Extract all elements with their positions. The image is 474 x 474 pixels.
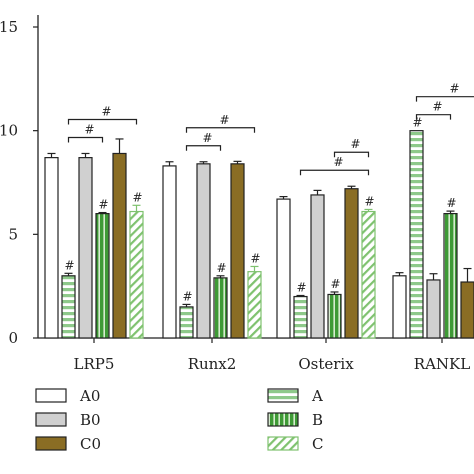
- significance-mark: #: [182, 289, 192, 303]
- legend-swatch: [35, 436, 67, 451]
- bar: [179, 306, 194, 339]
- significance-mark: #: [364, 194, 374, 208]
- comparison-bracket: [333, 151, 370, 158]
- bar: [112, 152, 127, 339]
- bar: [95, 213, 110, 339]
- bar: [310, 194, 325, 339]
- bar: [392, 275, 407, 339]
- comparison-label: #: [432, 100, 442, 114]
- legend-label: A0: [79, 387, 100, 405]
- comparison-bracket: [415, 96, 474, 102]
- y-tick-label: 5: [8, 225, 18, 243]
- bar: [344, 188, 359, 339]
- legend: A0 A B0 B C0 C: [35, 387, 323, 453]
- comparison-label: #: [84, 122, 94, 136]
- comparison-bracket: [415, 114, 452, 120]
- legend-swatch: [267, 436, 299, 451]
- bar: [129, 210, 144, 339]
- bar: [162, 165, 177, 339]
- legend-swatch: [267, 412, 299, 427]
- bar: [61, 275, 76, 339]
- significance-mark: #: [98, 198, 108, 212]
- significance-mark: #: [412, 116, 422, 130]
- comparison-bracket: [299, 169, 370, 176]
- comparison-label: #: [101, 104, 111, 118]
- significance-mark: #: [330, 277, 340, 291]
- y-tick-label: 0: [8, 329, 18, 347]
- legend-swatch: [35, 412, 67, 427]
- legend-swatch: [267, 388, 299, 403]
- significance-mark: #: [250, 251, 260, 265]
- comparison-label: #: [202, 131, 212, 145]
- annotations-layer: # # # # # # # #: [67, 82, 474, 176]
- legend-label: A: [311, 387, 323, 405]
- bar: [247, 271, 262, 339]
- bar: [230, 163, 245, 339]
- comparison-bracket: [67, 136, 104, 143]
- bars-layer: # # # # # # # # # # #: [44, 116, 474, 339]
- x-tick-label: RANKL: [414, 355, 470, 373]
- significance-mark: #: [216, 261, 226, 275]
- legend-label: B: [312, 411, 323, 429]
- legend-swatch: [35, 388, 67, 403]
- y-tick-label: 10: [0, 122, 18, 140]
- significance-mark: #: [132, 190, 142, 204]
- y-tick-label: 15: [0, 18, 18, 36]
- bar: [443, 213, 458, 339]
- axes: 0 5 10 15 LRP5 Runx2 Osterix RANKL: [0, 15, 474, 373]
- bar: [293, 295, 308, 339]
- significance-mark: #: [64, 258, 74, 272]
- comparison-label: #: [350, 137, 360, 151]
- legend-label: C0: [80, 435, 101, 453]
- comparison-bracket: [185, 145, 222, 151]
- bar: [213, 277, 228, 339]
- comparison-label: #: [333, 155, 343, 169]
- x-tick-label: Runx2: [188, 355, 237, 373]
- bar: [460, 281, 474, 339]
- bar: [78, 157, 93, 339]
- comparison-label: #: [219, 113, 229, 127]
- significance-mark: #: [296, 280, 306, 294]
- x-tick-label: Osterix: [298, 355, 354, 373]
- legend-label: B0: [80, 411, 101, 429]
- bar: [409, 130, 424, 339]
- bar: [361, 210, 376, 339]
- significance-mark: #: [446, 196, 456, 210]
- bar: [426, 279, 441, 339]
- bar: [196, 163, 211, 339]
- comparison-label: #: [449, 82, 459, 96]
- x-tick-label: LRP5: [74, 355, 115, 373]
- legend-label: C: [312, 435, 323, 453]
- comparison-bracket: [67, 118, 138, 125]
- bar: [276, 198, 291, 339]
- bar: [327, 293, 342, 339]
- comparison-bracket: [185, 127, 256, 133]
- bar: [44, 157, 59, 339]
